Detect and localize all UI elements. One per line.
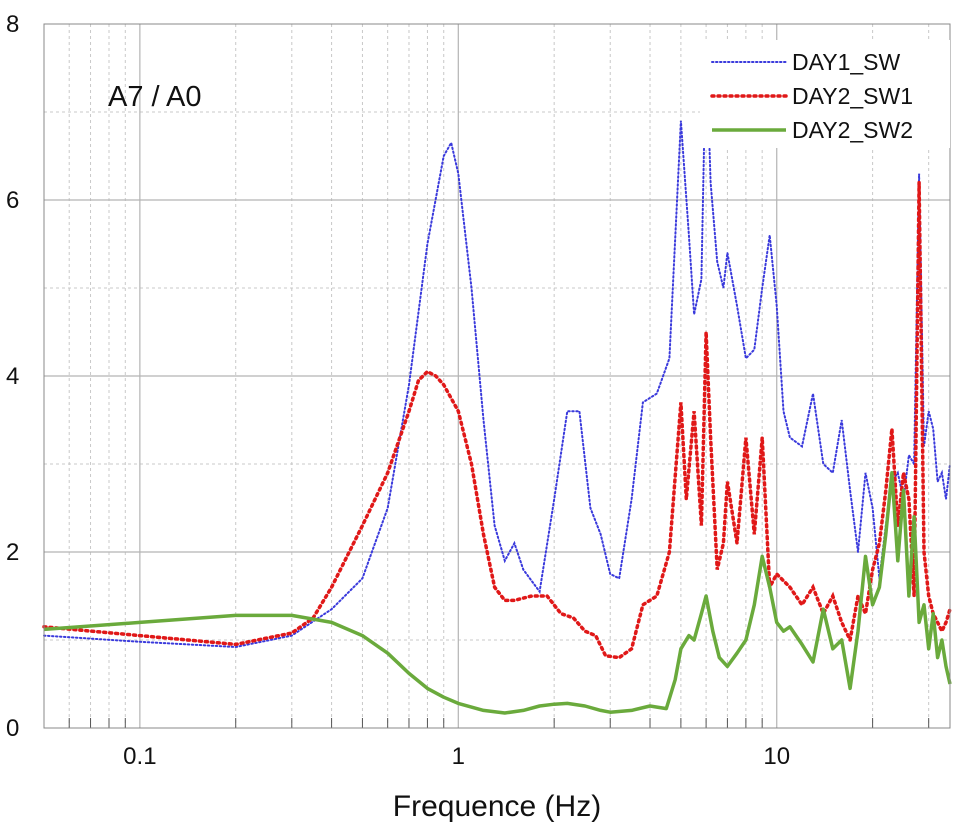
y-tick-label: 4 xyxy=(6,363,19,390)
series-line-day2-sw1 xyxy=(42,182,952,660)
major-gridlines xyxy=(44,24,950,728)
legend-label: DAY2_SW2 xyxy=(792,117,913,143)
chart-annotation: A7 / A0 xyxy=(108,81,202,113)
y-tick-label: 6 xyxy=(6,187,19,214)
series-line-day2-sw2 xyxy=(43,471,952,715)
legend-label: DAY1_SW xyxy=(792,49,901,75)
x-tick-label: 1 xyxy=(452,743,465,770)
x-tick-label: 0.1 xyxy=(123,743,156,770)
x-tick-label: 10 xyxy=(763,743,790,770)
y-tick-label: 2 xyxy=(6,539,19,566)
x-axis-label: Frequence (Hz) xyxy=(393,790,601,823)
tick-labels: 0.1 1 10 0 2 4 6 8 xyxy=(6,11,790,770)
plot-frame xyxy=(43,23,951,729)
y-tick-label: 8 xyxy=(6,11,19,38)
legend: DAY1_SW DAY2_SW1 DAY2_SW2 xyxy=(700,40,950,148)
legend-label: DAY2_SW1 xyxy=(792,83,913,109)
y-tick-label: 0 xyxy=(6,715,19,742)
series-layer xyxy=(42,41,952,715)
